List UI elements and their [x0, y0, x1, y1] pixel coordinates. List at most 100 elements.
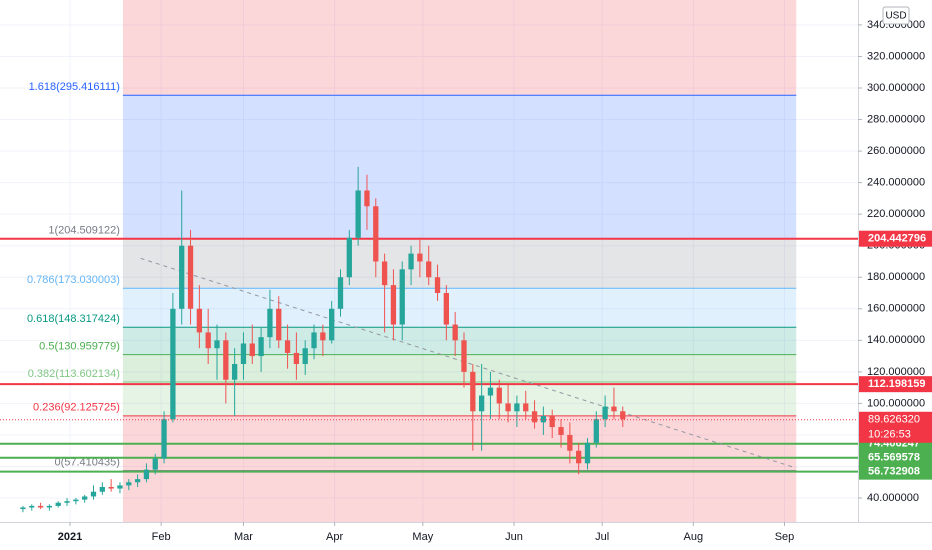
candle-body — [64, 501, 70, 503]
candle-body — [170, 308, 176, 420]
countdown: 10:26:53 — [868, 429, 911, 441]
candle-body — [514, 403, 520, 412]
candle-body — [346, 237, 352, 278]
candle-body — [55, 502, 61, 506]
candle-body — [567, 434, 573, 451]
x-tick-label: Feb — [152, 531, 171, 543]
candle-body — [152, 458, 158, 470]
y-tick-label: 280.000000 — [867, 113, 925, 125]
price-label-bg — [859, 449, 932, 466]
candle-body — [276, 308, 282, 341]
x-tick-label: Mar — [234, 531, 253, 543]
candle-body — [29, 505, 35, 508]
fib-level-label: 0(57.410435) — [54, 456, 119, 468]
candle-body — [20, 507, 26, 510]
candle-body — [470, 371, 476, 412]
candle-body — [584, 442, 591, 464]
y-tick-label: 120.000000 — [867, 366, 925, 378]
fib-level-label: 0.5(130.959779) — [39, 340, 120, 352]
price-label: 65.569578 — [868, 452, 920, 464]
candle-body — [408, 253, 414, 270]
last-price-bg — [859, 411, 932, 443]
candle-body — [390, 285, 397, 325]
x-tick-label: Apr — [326, 531, 343, 543]
candle-body — [249, 343, 255, 357]
y-tick-label: 180.000000 — [867, 271, 925, 283]
candle-body — [267, 308, 273, 338]
y-tick-label: 240.000000 — [867, 177, 925, 189]
candle-body — [284, 340, 291, 353]
y-tick-label: 160.000000 — [867, 303, 925, 315]
candle-body — [99, 486, 105, 492]
candle-body — [302, 348, 308, 364]
candle-body — [161, 419, 167, 459]
candle-body — [399, 269, 405, 325]
candle-body — [214, 340, 220, 349]
candle-body — [46, 505, 53, 508]
candle-body — [487, 387, 494, 396]
y-tick-label: 340.000000 — [867, 19, 925, 31]
fib-band — [122, 0, 797, 96]
x-tick-label: May — [412, 531, 433, 543]
candle-body — [549, 416, 555, 428]
candle-body — [434, 277, 441, 294]
fib-level-label: 0.236(92.125725) — [33, 402, 120, 414]
candle-body — [223, 340, 229, 380]
candle-body — [373, 206, 379, 262]
y-tick-label: 100.000000 — [867, 397, 925, 409]
fib-level-label: 0.786(173.030003) — [27, 274, 120, 286]
candle-body — [143, 469, 150, 480]
candle-body — [73, 499, 79, 502]
fib-level-label: 1.618(295.416111) — [29, 81, 120, 93]
candle-body — [320, 332, 326, 341]
x-tick-label: Jun — [505, 531, 523, 543]
y-tick-label: 320.000000 — [867, 50, 925, 62]
candle-body — [134, 479, 141, 483]
price-label: 204.442796 — [868, 233, 926, 245]
y-tick-label: 300.000000 — [867, 82, 925, 94]
candle-body — [611, 406, 617, 412]
price-label: 112.198159 — [868, 378, 926, 390]
fib-level-label: 1(204.509122) — [48, 224, 120, 236]
candle-body — [505, 403, 511, 412]
candle-body — [602, 406, 608, 420]
candle-body — [531, 411, 538, 423]
price-label-bg — [859, 230, 932, 247]
candle-body — [496, 387, 502, 404]
fib-band — [122, 381, 797, 416]
candle-body — [90, 491, 97, 497]
x-tick-label: Jul — [595, 531, 609, 543]
fib-band — [122, 238, 797, 289]
candle-body — [231, 363, 238, 380]
candle-body — [417, 253, 423, 262]
price-label-bg — [859, 376, 932, 393]
trendline — [140, 257, 797, 469]
candle-body — [117, 485, 123, 489]
candle-body — [187, 245, 194, 309]
candle-body — [240, 343, 247, 364]
candle-body — [311, 332, 317, 349]
candle-body — [540, 416, 547, 423]
candle-body — [381, 261, 388, 286]
x-tick-label: Aug — [684, 531, 704, 543]
candle-body — [478, 395, 485, 412]
y-tick-label: 220.000000 — [867, 208, 925, 220]
candle-body — [329, 308, 335, 341]
candle-body — [196, 308, 203, 333]
candle-body — [179, 245, 185, 309]
candle-body — [576, 450, 582, 464]
candle-body — [258, 337, 264, 357]
candle-body — [126, 482, 132, 486]
fib-band — [122, 288, 797, 328]
candle-body — [205, 332, 211, 349]
candle-body — [452, 324, 458, 341]
candle-body — [443, 293, 449, 325]
candle-body — [337, 277, 344, 309]
candle-body — [293, 352, 300, 364]
candle-body — [108, 486, 114, 489]
y-tick-label: 40.000000 — [867, 492, 919, 504]
candle-body — [593, 419, 599, 443]
fib-band — [122, 470, 797, 522]
candle-body — [82, 496, 88, 500]
